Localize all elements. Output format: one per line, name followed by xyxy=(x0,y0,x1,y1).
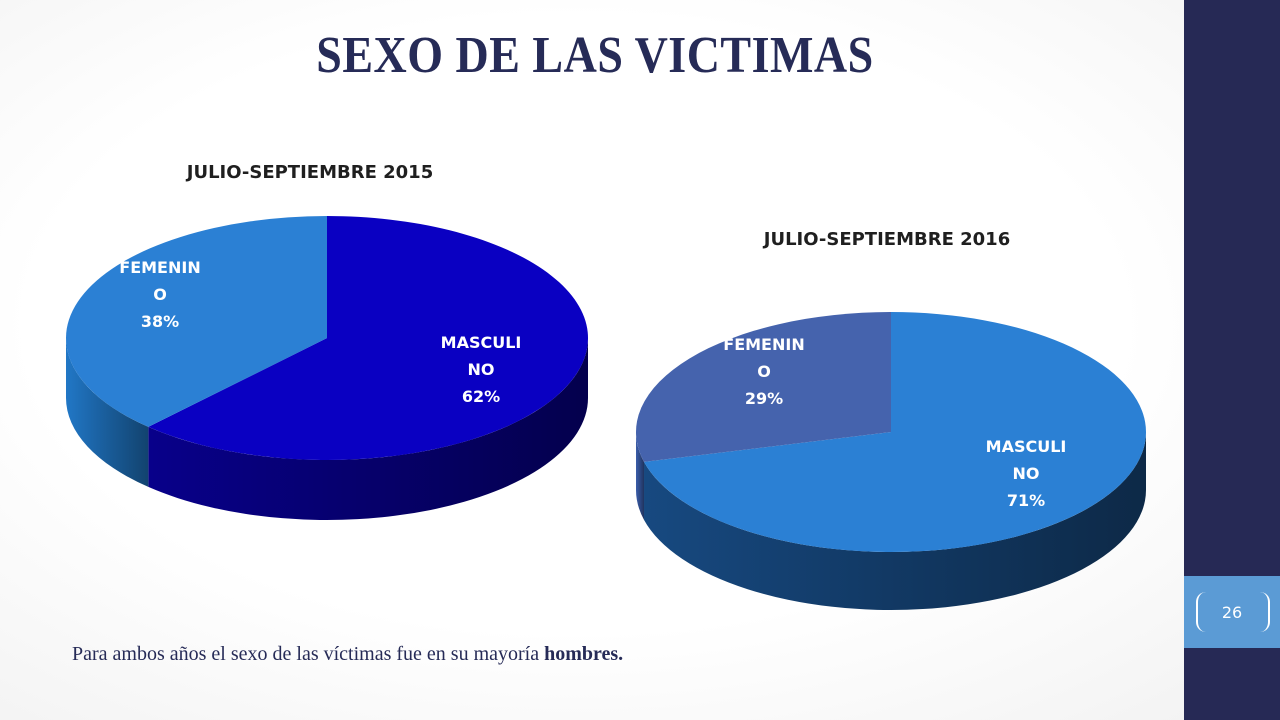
slice-label-line: NO xyxy=(1013,464,1040,483)
pie-side-1 xyxy=(644,432,1146,610)
pie-charts: JULIO-SEPTIEMBRE 2015 MASCULI NO 62% FEMENIN… xyxy=(66,162,1147,610)
slice-label-2: FEMENIN O 38% xyxy=(119,258,200,331)
slide-title: SEXO DE LAS VICTIMAS xyxy=(316,25,874,84)
slice-label-line: 38% xyxy=(141,312,179,331)
footnote: Para ambos años el sexo de las víctimas … xyxy=(72,643,623,666)
slice-label-line: MASCULI xyxy=(986,437,1067,456)
slice-label-line: 62% xyxy=(462,387,500,406)
slice-label-line: MASCULI xyxy=(441,333,522,352)
chart-title: JULIO-SEPTIEMBRE 2016 xyxy=(762,229,1010,250)
slice-label-line: NO xyxy=(468,360,495,379)
pie-chart-1: JULIO-SEPTIEMBRE 2015 MASCULI NO 62% FEMENIN… xyxy=(66,162,589,520)
slice-label-line: O xyxy=(757,362,771,381)
footnote-text: Para ambos años el sexo de las víctimas … xyxy=(72,643,545,665)
slice-label-1: MASCULI NO 62% xyxy=(441,333,522,406)
slice-label-line: FEMENIN xyxy=(119,258,200,277)
pie-slice-1 xyxy=(148,216,589,460)
pie-side-2 xyxy=(66,338,149,487)
slice-label-2: FEMENIN O 29% xyxy=(723,335,804,408)
pie-slice-2 xyxy=(66,216,328,427)
slice-label-line: 71% xyxy=(1007,491,1045,510)
pie-chart-2: JULIO-SEPTIEMBRE 2016 MASCULI NO 71% FEMENIN… xyxy=(636,229,1147,610)
chart-title: JULIO-SEPTIEMBRE 2015 xyxy=(185,162,433,183)
slice-label-line: FEMENIN xyxy=(723,335,804,354)
pie-slice-2 xyxy=(636,312,891,462)
slice-label-line: O xyxy=(153,285,167,304)
footnote-bold: hombres. xyxy=(544,643,624,665)
slice-label-line: 29% xyxy=(745,389,783,408)
pie-side-1 xyxy=(148,338,589,520)
page-number: 26 xyxy=(1221,603,1243,622)
pie-side-2 xyxy=(636,432,645,520)
slice-label-1: MASCULI NO 71% xyxy=(986,437,1067,510)
page-number-box: 26 xyxy=(1184,576,1280,648)
pie-slice-1 xyxy=(644,312,1147,553)
page-number-frame xyxy=(1196,592,1270,632)
